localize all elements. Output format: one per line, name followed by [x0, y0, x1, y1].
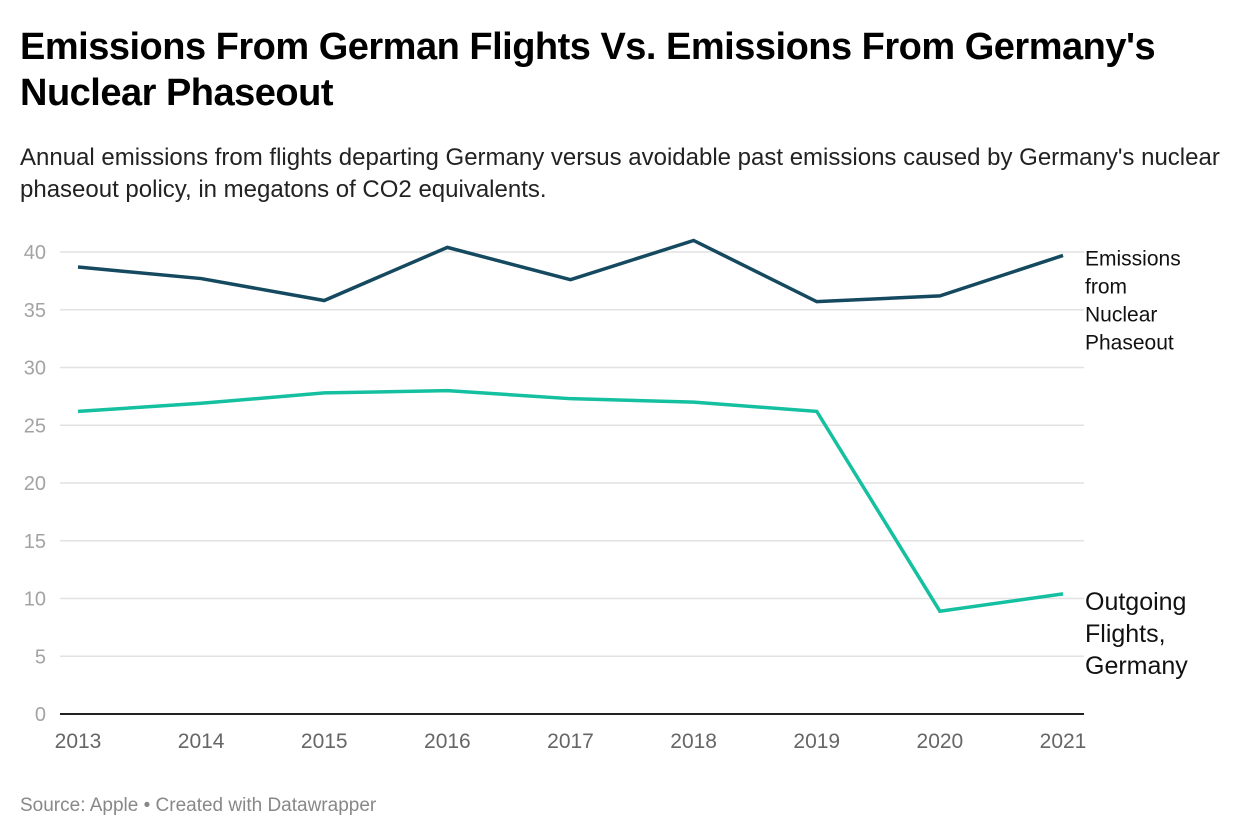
source-note: Source: Apple • Created with Datawrapper — [20, 795, 377, 816]
y-tick-label: 5 — [35, 646, 46, 668]
series-labels: Emissions from Nuclear Phaseout Outgoing Flig… — [1085, 247, 1188, 679]
x-tick-label: 2016 — [424, 730, 471, 753]
x-tick-label: 2013 — [55, 730, 102, 753]
series-label-line: Flights, — [1085, 620, 1166, 648]
y-tick-label: 30 — [24, 358, 46, 380]
series-label-line: Nuclear — [1085, 303, 1157, 326]
x-tick-label: 2018 — [670, 730, 717, 753]
y-tick-label: 40 — [24, 242, 46, 264]
series-line — [77, 388, 1064, 614]
y-tick-label: 35 — [24, 300, 46, 322]
series-lines — [77, 238, 1064, 614]
series-line — [77, 238, 1064, 304]
series-label-line: Outgoing — [1085, 588, 1186, 616]
y-tick-label: 10 — [24, 589, 46, 611]
chart-title: Emissions From German Flights Vs. Emissi… — [20, 26, 1156, 114]
series-label: Emissions from Nuclear Phaseout — [1085, 247, 1181, 354]
x-tick-label: 2019 — [793, 730, 840, 753]
y-tick-label: 0 — [35, 704, 46, 726]
x-tick-label: 2017 — [547, 730, 594, 753]
y-tick-label: 20 — [24, 473, 46, 495]
chart-subtitle: Annual emissions from flights departing … — [20, 144, 1220, 203]
series-label: Outgoing Flights, Germany — [1085, 588, 1188, 680]
series-label-line: Germany — [1085, 652, 1188, 680]
x-tick-label: 2014 — [178, 730, 225, 753]
y-tick-label: 25 — [24, 415, 46, 437]
x-tick-label: 2021 — [1040, 730, 1087, 753]
y-tick-label: 15 — [24, 531, 46, 553]
x-axis-ticks: 2013 2014 2015 2016 2017 2018 2019 2020 2021 — [55, 730, 1087, 753]
gridlines — [60, 251, 1084, 657]
series-label-line: Emissions — [1085, 247, 1181, 270]
series-label-line: Phaseout — [1085, 331, 1174, 354]
x-tick-label: 2020 — [917, 730, 964, 753]
y-axis-ticks: 0 5 10 15 20 25 30 35 40 — [24, 242, 46, 726]
x-tick-label: 2015 — [301, 730, 348, 753]
series-label-line: from — [1085, 275, 1127, 298]
